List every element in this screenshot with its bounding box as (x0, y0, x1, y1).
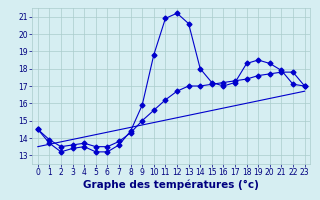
X-axis label: Graphe des températures (°c): Graphe des températures (°c) (83, 180, 259, 190)
